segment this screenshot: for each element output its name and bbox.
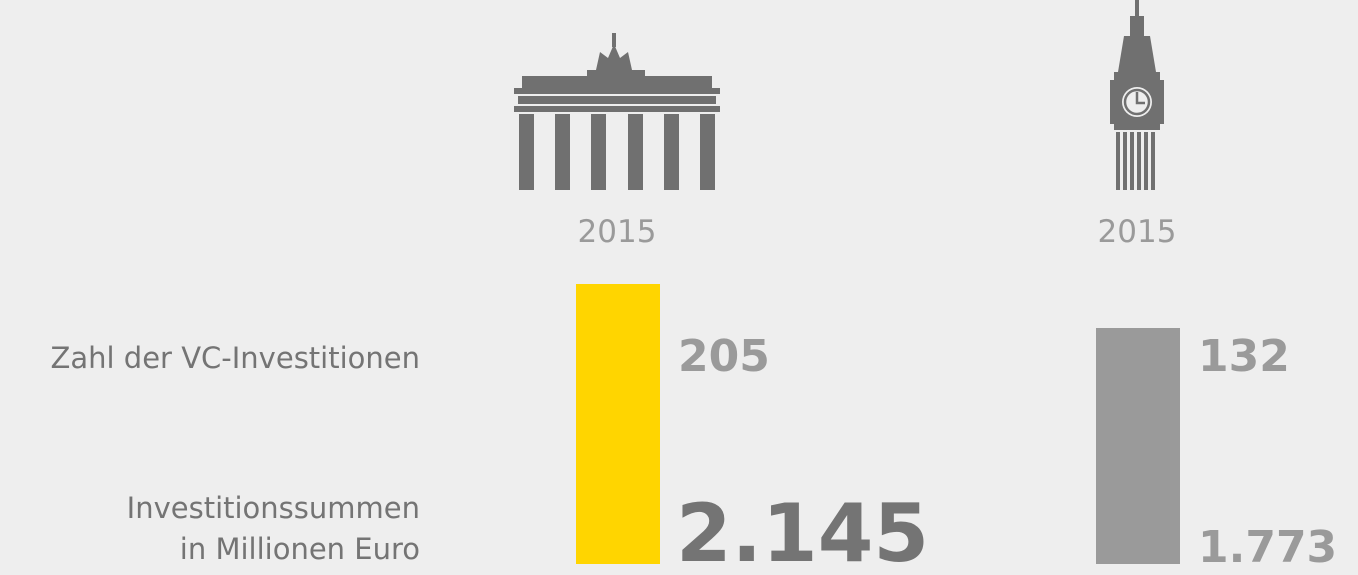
sum-value: 2.145 [676, 487, 929, 575]
big-ben-icon [1110, 0, 1164, 190]
year-label: 2015 [578, 214, 657, 250]
count-value: 205 [678, 331, 770, 382]
count-value: 132 [1198, 331, 1290, 382]
bar [1096, 328, 1180, 564]
row-label: in Millionen Euro [180, 532, 420, 566]
row-label: Investitionssummen [127, 491, 420, 525]
year-label: 2015 [1098, 214, 1177, 250]
sum-value: 1.773 [1198, 522, 1337, 573]
gate-icon [514, 33, 720, 190]
row-label: Zahl der VC-Investitionen [51, 341, 420, 375]
bar [576, 284, 660, 564]
